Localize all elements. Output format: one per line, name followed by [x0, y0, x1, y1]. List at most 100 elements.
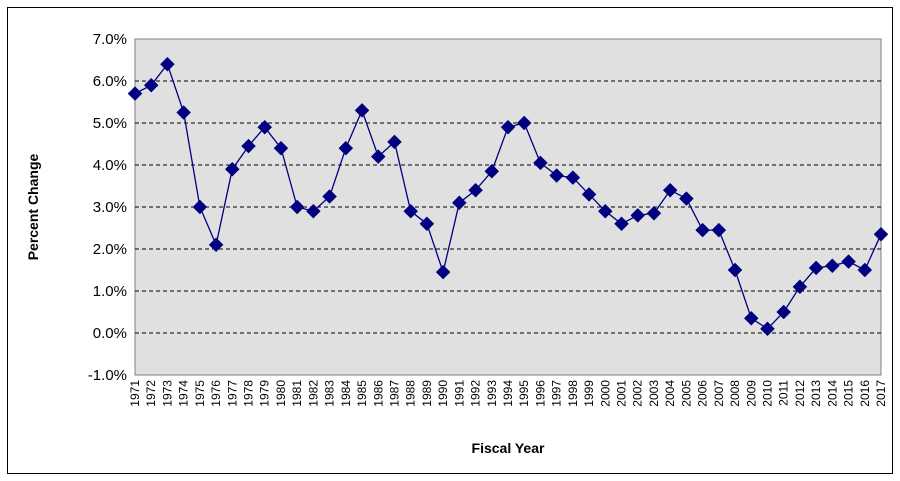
x-tick-label: 1979: [258, 380, 272, 407]
x-tick-label: 1983: [323, 380, 337, 407]
data-point: [451, 195, 467, 211]
data-point: [224, 161, 240, 177]
data-point: [176, 105, 192, 120]
data-point: [484, 163, 500, 179]
data-point: [370, 149, 386, 164]
y-tick-label: 2.0%: [93, 241, 127, 258]
data-point: [743, 310, 759, 326]
x-tick-label: 1985: [355, 380, 369, 407]
x-tick-label: 1971: [128, 380, 142, 407]
data-point: [338, 140, 354, 156]
data-point: [614, 216, 629, 232]
y-tick-label: 6.0%: [93, 73, 127, 90]
x-tick-label: 1984: [339, 380, 353, 407]
data-point: [419, 216, 435, 232]
x-tick-label: 1975: [193, 380, 207, 407]
data-point: [468, 182, 483, 198]
x-tick-label: 2002: [631, 380, 645, 407]
data-point: [727, 262, 743, 278]
x-tick-label: 2006: [696, 380, 710, 407]
x-tick-label: 1972: [144, 380, 158, 407]
data-point: [192, 199, 208, 215]
data-point: [435, 264, 451, 280]
data-point: [630, 208, 646, 223]
data-point: [160, 56, 175, 72]
x-tick-label: 1987: [387, 380, 401, 407]
x-tick-label: 2016: [858, 380, 872, 407]
x-tick-label: 2007: [712, 380, 726, 407]
data-point: [241, 138, 256, 154]
data-point: [646, 205, 662, 221]
y-tick-label: 3.0%: [93, 199, 127, 216]
x-axis-ticks: 1971 1972 1973 1974 1975 1976 1977 1978 1979 1980…: [128, 380, 888, 407]
data-point: [679, 191, 694, 206]
data-point: [549, 168, 565, 183]
data-point: [565, 170, 581, 185]
data-point: [824, 258, 840, 274]
x-tick-label: 2017: [874, 380, 888, 407]
x-tick-label: 2011: [777, 380, 791, 406]
x-tick-label: 2014: [825, 380, 839, 407]
data-point: [354, 103, 370, 118]
chart-frame: -1.0% 0.0% 1.0% 2.0% 3.0% 4.0% 5.0% 6.0% 7.0% 19…: [7, 7, 893, 474]
x-tick-label: 1977: [225, 380, 239, 407]
x-tick-label: 2005: [679, 380, 693, 407]
data-point: [711, 222, 727, 238]
x-tick-label: 2012: [793, 380, 807, 407]
y-tick-label: 7.0%: [93, 31, 127, 48]
data-point: [273, 140, 289, 156]
x-tick-label: 1974: [177, 380, 191, 407]
x-tick-label: 2003: [647, 380, 661, 407]
y-tick-label: 4.0%: [93, 157, 127, 174]
data-point: [322, 189, 337, 204]
x-tick-label: 2004: [663, 380, 677, 407]
x-tick-label: 2015: [842, 380, 856, 407]
x-tick-label: 1982: [306, 380, 320, 407]
x-tick-label: 1994: [501, 380, 515, 407]
data-point: [808, 260, 824, 276]
data-point: [760, 321, 775, 337]
data-point: [257, 119, 273, 135]
data-point: [792, 279, 808, 295]
x-tick-label: 1981: [290, 380, 304, 407]
data-point: [289, 199, 305, 215]
x-tick-label: 2013: [809, 380, 823, 407]
data-point: [857, 262, 873, 278]
x-tick-label: 2001: [615, 380, 629, 407]
x-tick-label: 2009: [744, 380, 758, 407]
x-tick-label: 1995: [517, 380, 531, 407]
data-point: [581, 187, 597, 202]
x-tick-label: 2010: [760, 380, 774, 407]
y-axis-ticks: -1.0% 0.0% 1.0% 2.0% 3.0% 4.0% 5.0% 6.0% 7.0%: [88, 31, 127, 384]
x-axis-title: Fiscal Year: [472, 440, 545, 456]
x-tick-label: 1978: [242, 380, 256, 407]
x-tick-label: 1976: [209, 380, 223, 407]
data-point: [516, 115, 532, 131]
x-tick-label: 1980: [274, 380, 288, 407]
data-point: [873, 226, 889, 242]
x-tick-label: 1990: [436, 380, 450, 407]
x-tick-label: 1998: [566, 380, 580, 407]
x-tick-label: 1989: [420, 380, 434, 407]
x-tick-label: 2000: [598, 380, 612, 407]
x-tick-label: 1999: [582, 380, 596, 407]
data-point: [127, 86, 143, 101]
x-tick-label: 1992: [469, 380, 483, 407]
x-tick-label: 1973: [160, 380, 174, 407]
data-point: [662, 182, 678, 198]
x-tick-label: 1997: [550, 380, 564, 407]
series-layer: [127, 56, 889, 337]
data-point: [695, 222, 710, 238]
x-tick-label: 1991: [452, 380, 466, 407]
line-chart: -1.0% 0.0% 1.0% 2.0% 3.0% 4.0% 5.0% 6.0% 7.0% 19…: [25, 31, 889, 456]
data-point: [403, 203, 419, 219]
y-tick-label: 1.0%: [93, 283, 127, 300]
data-point: [841, 254, 856, 269]
data-point: [597, 203, 613, 219]
x-tick-label: 1996: [533, 380, 547, 407]
data-point: [143, 77, 159, 93]
data-point: [387, 134, 402, 150]
data-point: [306, 203, 321, 219]
y-tick-label: 0.0%: [93, 325, 127, 342]
x-tick-label: 2008: [728, 380, 742, 407]
